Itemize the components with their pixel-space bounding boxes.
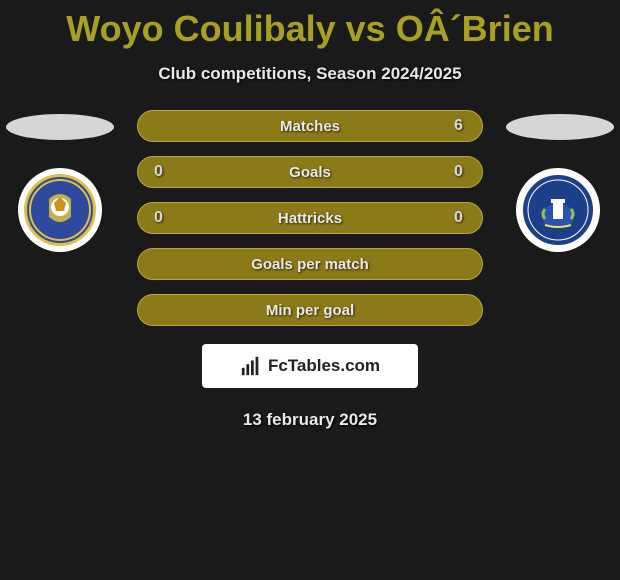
stat-row-hattricks: 0 Hattricks 0 [137, 202, 483, 234]
page-title: Woyo Coulibaly vs OÂ´Brien [0, 0, 620, 50]
stat-row-matches: Matches 6 [137, 110, 483, 142]
stat-row-goals: 0 Goals 0 [137, 156, 483, 188]
stat-left-value: 0 [154, 163, 166, 181]
club-crest-left-inner [24, 174, 96, 246]
stats-list: Matches 6 0 Goals 0 0 Hattricks 0 Goals … [137, 110, 483, 326]
chart-bars-icon [240, 355, 262, 377]
club-crest-left [18, 168, 102, 252]
stat-right-value: 6 [454, 117, 466, 135]
season-subtitle: Club competitions, Season 2024/2025 [0, 64, 620, 84]
brand-attribution[interactable]: FcTables.com [202, 344, 418, 388]
stat-row-goals-per-match: Goals per match [137, 248, 483, 280]
stat-label: Matches [166, 118, 454, 135]
stat-left-value: 0 [154, 209, 166, 227]
snapshot-date: 13 february 2025 [0, 410, 620, 430]
stat-label: Hattricks [166, 210, 454, 227]
stat-label: Goals per match [166, 256, 454, 273]
player-silhouette-left [6, 114, 114, 140]
stat-label: Min per goal [166, 302, 454, 319]
stat-label: Goals [166, 164, 454, 181]
brand-text: FcTables.com [268, 356, 380, 376]
stat-row-min-per-goal: Min per goal [137, 294, 483, 326]
stat-right-value: 0 [454, 163, 466, 181]
everton-tower-icon [527, 179, 589, 241]
player-silhouette-right [506, 114, 614, 140]
comparison-widget: Woyo Coulibaly vs OÂ´Brien Club competit… [0, 0, 620, 430]
stat-right-value: 0 [454, 209, 466, 227]
club-crest-right-inner [522, 174, 594, 246]
club-crest-right [516, 168, 600, 252]
leicester-fox-icon [29, 179, 91, 241]
